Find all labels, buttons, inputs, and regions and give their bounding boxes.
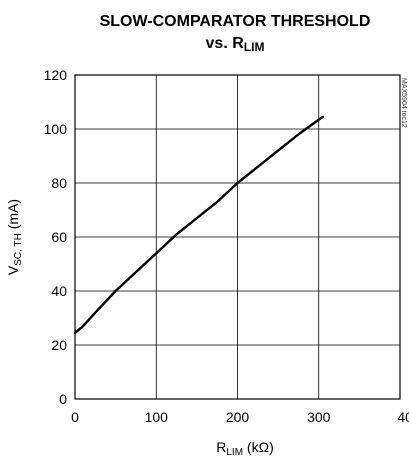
grid-lines bbox=[75, 75, 400, 399]
series-group bbox=[73, 115, 324, 335]
x-tick-label: 200 bbox=[226, 409, 250, 425]
x-tick-label: 400 bbox=[397, 409, 409, 425]
y-tick-label: 100 bbox=[44, 121, 68, 137]
y-tick-label: 20 bbox=[51, 337, 67, 353]
y-axis-label: VSC, TH (mA) bbox=[5, 199, 24, 275]
x-tick-label: 100 bbox=[145, 409, 169, 425]
plot-frame bbox=[74, 74, 401, 400]
series-line bbox=[73, 115, 324, 335]
tick-labels: 0 100 200 300 400 0 20 40 60 80 100 120 bbox=[44, 67, 409, 425]
chart-title: SLOW-COMPARATOR THRESHOLD bbox=[100, 13, 371, 30]
x-axis-label: RLIM (kΩ) bbox=[216, 439, 273, 458]
chart-subtitle: vs. RLIM bbox=[206, 35, 265, 54]
x-tick-label: 300 bbox=[307, 409, 331, 425]
y-tick-label: 120 bbox=[44, 67, 68, 83]
y-tick-label: 40 bbox=[51, 283, 67, 299]
x-tick-label: 0 bbox=[71, 409, 79, 425]
figure-reference-label: MAX5904 toc12 bbox=[400, 78, 407, 128]
y-tick-label: 80 bbox=[51, 175, 67, 191]
y-tick-label: 60 bbox=[51, 229, 67, 245]
y-tick-label: 0 bbox=[59, 391, 67, 407]
